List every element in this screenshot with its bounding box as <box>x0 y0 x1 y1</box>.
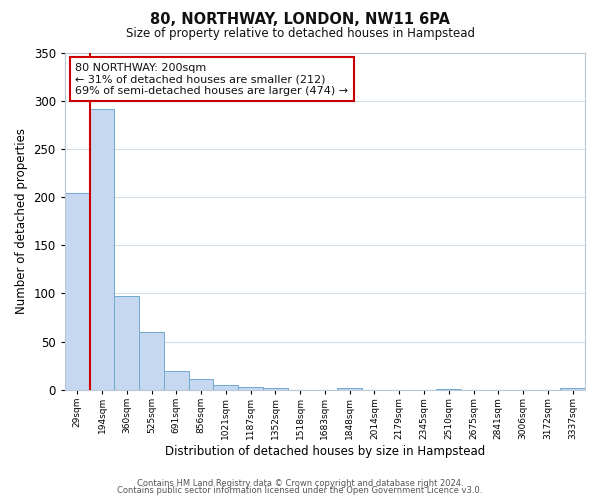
Y-axis label: Number of detached properties: Number of detached properties <box>15 128 28 314</box>
Bar <box>164 370 188 390</box>
Text: Contains HM Land Registry data © Crown copyright and database right 2024.: Contains HM Land Registry data © Crown c… <box>137 478 463 488</box>
Bar <box>263 388 288 390</box>
Text: Contains public sector information licensed under the Open Government Licence v3: Contains public sector information licen… <box>118 486 482 495</box>
Text: 80, NORTHWAY, LONDON, NW11 6PA: 80, NORTHWAY, LONDON, NW11 6PA <box>150 12 450 28</box>
Bar <box>436 389 461 390</box>
Text: Size of property relative to detached houses in Hampstead: Size of property relative to detached ho… <box>125 28 475 40</box>
Text: 80 NORTHWAY: 200sqm
← 31% of detached houses are smaller (212)
69% of semi-detac: 80 NORTHWAY: 200sqm ← 31% of detached ho… <box>75 62 349 96</box>
Bar <box>65 193 89 390</box>
X-axis label: Distribution of detached houses by size in Hampstead: Distribution of detached houses by size … <box>165 444 485 458</box>
Bar <box>238 387 263 390</box>
Bar <box>560 388 585 390</box>
Bar <box>89 110 115 390</box>
Bar <box>188 380 214 390</box>
Bar <box>214 385 238 390</box>
Bar <box>115 296 139 390</box>
Bar <box>337 388 362 390</box>
Bar <box>139 332 164 390</box>
